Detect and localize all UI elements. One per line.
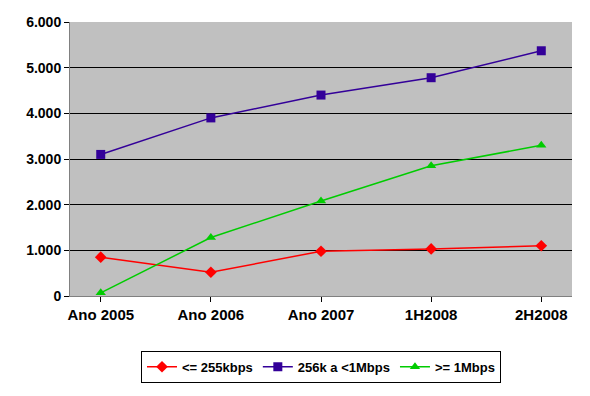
svg-text:1H2008: 1H2008 <box>405 306 458 323</box>
svg-text:2H2008: 2H2008 <box>515 306 568 323</box>
svg-text:2.000: 2.000 <box>26 197 61 213</box>
svg-text:<= 255kbps: <= 255kbps <box>182 360 253 375</box>
svg-text:3.000: 3.000 <box>26 151 61 167</box>
svg-text:>= 1Mbps: >= 1Mbps <box>435 360 495 375</box>
svg-text:5.000: 5.000 <box>26 60 61 76</box>
svg-text:Ano 2006: Ano 2006 <box>178 306 245 323</box>
svg-text:1.000: 1.000 <box>26 242 61 258</box>
svg-text:6.000: 6.000 <box>26 14 61 30</box>
svg-text:Ano 2005: Ano 2005 <box>67 306 134 323</box>
svg-text:256k a <1Mbps: 256k a <1Mbps <box>298 360 390 375</box>
svg-text:4.000: 4.000 <box>26 105 61 121</box>
svg-text:0: 0 <box>53 288 61 304</box>
svg-text:Ano 2007: Ano 2007 <box>288 306 355 323</box>
